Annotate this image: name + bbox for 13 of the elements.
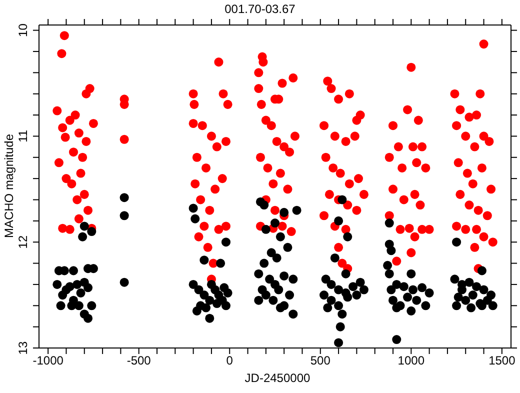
x-tick-label: 500 [310,354,331,368]
x-tick-label: 0 [226,354,234,368]
y-tick-label: 11 [16,130,30,142]
y-tick-label: 13 [16,341,30,355]
x-axis-title: JD-2450000 [244,371,312,385]
x-tick-label: 1000 [398,354,425,368]
x-tick-label: 1500 [488,354,516,368]
y-tick-label: 10 [16,23,30,37]
y-tick-label: 12 [16,235,30,249]
x-tick-label: -500 [126,354,152,368]
y-axis-title: MACHO magnitude [2,134,16,238]
chart-title: 001.70-03.67 [224,2,296,16]
x-tick-label: -1000 [32,354,64,368]
